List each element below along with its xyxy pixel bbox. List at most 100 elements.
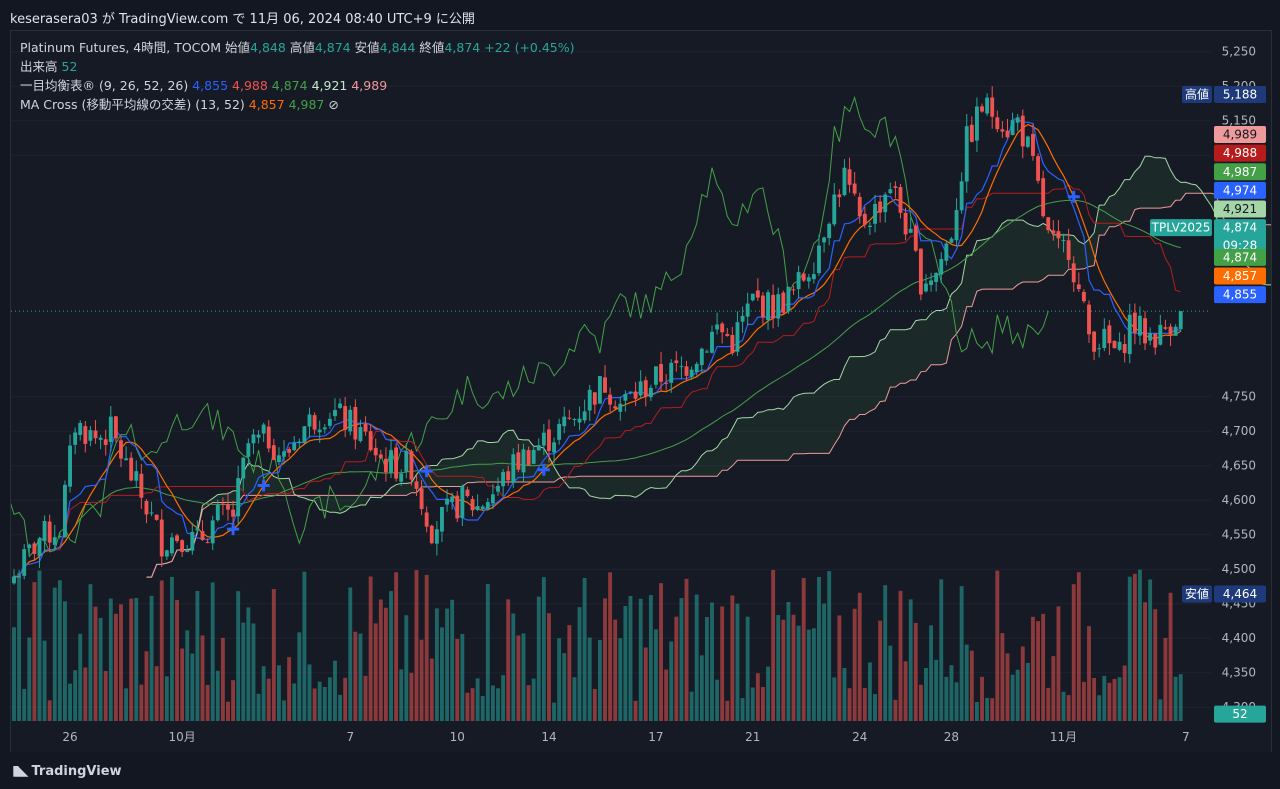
time-tick-label: 7 — [346, 730, 354, 744]
candle-body — [903, 212, 908, 235]
tradingview-logo[interactable]: ▮◣ TradingView — [12, 763, 122, 779]
volume-bar — [862, 688, 867, 721]
volume-bar — [521, 633, 526, 721]
volume-bar — [124, 688, 129, 721]
candle-body — [1112, 340, 1117, 349]
chart-canvas[interactable]: 5,2505,2005,1505,1004,7504,7004,6504,600… — [0, 31, 1280, 753]
volume-bar — [786, 601, 791, 721]
candle-body — [740, 315, 745, 322]
tenkan-line — [14, 118, 1181, 578]
volume-bar — [343, 677, 348, 721]
candle-body — [52, 537, 57, 545]
candle-body — [231, 509, 236, 517]
candle-body — [939, 258, 944, 275]
volume-bar — [898, 590, 903, 721]
legend-volume-row[interactable]: 出来高 52 — [20, 57, 575, 76]
volume-bar — [1051, 656, 1056, 721]
volume-bar — [1158, 699, 1163, 721]
candle-body — [27, 544, 32, 549]
volume-bar — [674, 616, 679, 721]
candle-body — [424, 512, 429, 527]
volume-bar — [32, 582, 37, 721]
volume-bar — [88, 584, 93, 721]
candle-body — [878, 201, 883, 213]
candle-body — [618, 403, 623, 412]
volume-bar — [1163, 637, 1168, 721]
chart-pane[interactable]: 5,2505,2005,1505,1004,7504,7004,6504,600… — [0, 30, 1280, 754]
price-tick-label: 4,650 — [1222, 459, 1256, 473]
volume-bar — [271, 589, 276, 721]
candle-body — [1061, 240, 1066, 242]
volume-bar — [113, 613, 118, 721]
candle-body — [164, 550, 169, 557]
candle-body — [974, 106, 979, 141]
candle-body — [480, 506, 485, 509]
candle-body — [83, 426, 88, 444]
volume-bar — [434, 608, 439, 721]
candle-body — [409, 451, 414, 480]
candle-body — [664, 382, 669, 384]
candle-body — [1051, 230, 1056, 234]
price-tick-label: 4,550 — [1222, 528, 1256, 542]
visibility-eye-icon[interactable]: ⊘ — [328, 97, 339, 112]
candle-body — [78, 423, 83, 436]
candle-body — [1097, 348, 1102, 350]
price-tag-value: 4,874 — [1223, 221, 1257, 235]
candle-body — [175, 535, 179, 542]
volume-bar — [358, 633, 363, 721]
candle-body — [271, 445, 276, 460]
volume-bar — [684, 578, 689, 721]
candle-body — [287, 449, 292, 453]
volume-bar — [990, 698, 995, 721]
legend-ma-row[interactable]: MA Cross (移動平均線の交差) (13, 52) 4,857 4,987… — [20, 95, 575, 114]
candle-body — [297, 441, 302, 444]
candle-body — [873, 203, 877, 224]
volume-bar — [867, 662, 872, 721]
candle-body — [669, 362, 674, 383]
volume-bar — [597, 639, 602, 721]
candle-body — [373, 447, 378, 456]
candle-body — [934, 272, 939, 282]
volume-bar — [918, 684, 923, 721]
candle-body — [1158, 324, 1163, 345]
volume-bar — [536, 596, 541, 721]
candle-body — [735, 322, 740, 352]
candle-body — [460, 486, 465, 518]
volume-bar — [322, 686, 327, 721]
volume-bar — [450, 599, 455, 721]
candle-body — [22, 549, 27, 576]
candle-body — [842, 167, 847, 196]
candle-body — [750, 293, 755, 301]
price-tag: 4,464 安値 — [1182, 585, 1266, 603]
volume-bar — [378, 599, 383, 721]
volume-bar — [1122, 665, 1127, 721]
candle-body — [368, 431, 373, 451]
price-tag-label: 高値 — [1185, 86, 1209, 101]
candle-body — [587, 389, 592, 411]
volume-bar — [226, 701, 230, 721]
candle-body — [929, 280, 934, 286]
candle-body — [776, 294, 781, 319]
candle-body — [531, 449, 536, 464]
candle-body — [562, 416, 567, 427]
price-tag-value: 4,464 — [1223, 587, 1257, 601]
candle-body — [806, 277, 811, 282]
volume-bar — [541, 577, 546, 721]
legend-ohlc-row[interactable]: Platinum Futures, 4時間, TOCOM 始値4,848 高値4… — [20, 38, 575, 57]
price-tag-box — [1214, 85, 1266, 103]
candle-body — [1005, 130, 1010, 138]
candle-body — [1143, 318, 1147, 344]
candle-body — [786, 286, 791, 312]
price-tag-box — [1214, 144, 1266, 162]
legend-ichimoku-row[interactable]: 一目均衡表® (9, 26, 52, 26) 4,855 4,988 4,874… — [20, 76, 575, 95]
volume-bar — [63, 601, 67, 721]
volume-bar — [251, 623, 256, 721]
candle-body — [985, 97, 990, 114]
volume-bar — [27, 637, 32, 721]
candle-body — [1046, 217, 1051, 231]
volume-bar — [572, 677, 577, 721]
candle-body — [755, 290, 760, 298]
candle-body — [710, 331, 714, 353]
candle-body — [103, 439, 108, 445]
candle-body — [959, 181, 964, 211]
